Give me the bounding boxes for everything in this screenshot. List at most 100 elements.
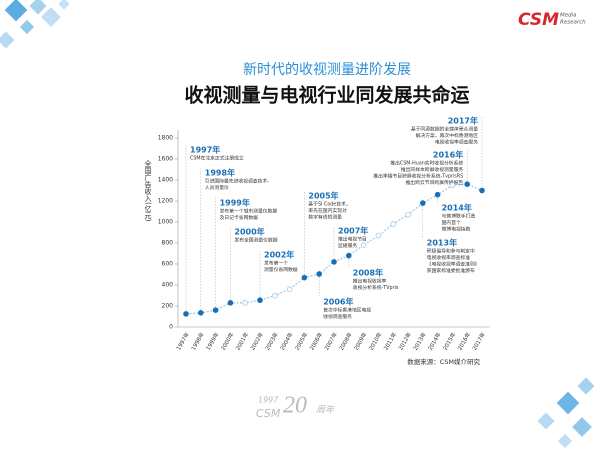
- x-tick-label: 2006年: [308, 330, 325, 351]
- x-tick-label: 2011年: [382, 330, 399, 351]
- data-point: [360, 242, 367, 248]
- annotation-text: 与微博联手打造: [442, 213, 476, 220]
- annotation-year: 2017年: [448, 116, 478, 126]
- footer-brand: CSM: [256, 407, 281, 420]
- x-tick-label: 2017年: [470, 330, 487, 351]
- title: 收视测量与电视行业同发展共命运: [184, 84, 469, 107]
- y-tick-label: 1000: [158, 219, 173, 226]
- annotation-text: 推出同样本跨屏收视测量服务: [401, 166, 464, 173]
- annotation-text: 推出季播节目跨屏收视分析系统-TvprisRS: [373, 173, 463, 180]
- annotation-text: 推出跨云节目跨屏传播报告: [406, 179, 464, 186]
- x-tick-label: 2009年: [352, 330, 369, 351]
- x-tick-label: 2010年: [367, 330, 384, 351]
- annotation-text: 积极倡导和参与制定中: [427, 248, 475, 255]
- x-tick-label: 1999年: [204, 330, 221, 351]
- annotation-year: 1999年: [220, 198, 250, 208]
- annotation-text: 数字有线的测量: [308, 214, 342, 221]
- y-tick-label: 1200: [158, 198, 173, 205]
- annotation-text: 人员测量仪: [205, 184, 229, 191]
- annotation-text: 电视收视率调查服务: [435, 139, 478, 146]
- data-point: [183, 311, 189, 317]
- x-tick-label: 2007年: [322, 330, 339, 351]
- x-tick-label: 2012年: [396, 330, 413, 351]
- source: 数据来源：CSM媒介研究: [407, 357, 480, 366]
- annotation-year: 2002年: [264, 250, 294, 260]
- decor-top-left: [0, 0, 70, 49]
- y-tick-label: 1400: [158, 177, 173, 184]
- data-point: [242, 300, 249, 306]
- annotation-text: 率先在国内实现对: [308, 207, 347, 214]
- annotation-text: CSM在北京正式注册成立: [190, 155, 244, 162]
- annotation-text: 收视调查服务: [323, 313, 352, 320]
- data-point: [257, 297, 263, 304]
- logo: CSM Media Research: [518, 10, 586, 30]
- y-tick-label: 1800: [158, 135, 173, 142]
- y-axis-label: 全国广告收入(亿元): [144, 159, 152, 222]
- x-tick-label: 2013年: [411, 330, 428, 351]
- subtitle: 新时代的收视测量进阶发展: [243, 62, 411, 78]
- x-tick-label: 2002年: [248, 330, 265, 351]
- y-tick-label: 600: [162, 261, 174, 268]
- annotation-text: 基于同源数据的全媒体受众测量: [411, 126, 478, 133]
- logo-sub: Media: [560, 13, 577, 19]
- annotation-text: 获国家标准委批准颁布: [427, 267, 475, 274]
- annotation-text: 及日记卡省网数据: [220, 214, 259, 221]
- annotation-year: 2007年: [338, 226, 368, 236]
- annotation-year: 2016年: [433, 150, 463, 160]
- annotation-year: 2005年: [308, 191, 338, 201]
- annotation-year: 2013年: [427, 238, 457, 248]
- data-point: [345, 252, 352, 259]
- x-tick-label: 2003年: [263, 330, 280, 351]
- annotation-text: 发布第一个: [264, 260, 288, 267]
- annotation-year: 2014年: [442, 203, 472, 213]
- y-tick-label: 400: [162, 282, 174, 289]
- x-tick-label: 2001年: [234, 330, 251, 351]
- y-tick-label: 0: [169, 324, 173, 331]
- x-tick-label: 2008年: [337, 330, 354, 351]
- data-point: [390, 221, 397, 227]
- annotation-text: 微博电视指数: [442, 226, 471, 233]
- decor-bottom-right: [537, 377, 595, 449]
- footer-suffix: 周年: [316, 405, 335, 416]
- data-point: [316, 271, 323, 277]
- data-point: [301, 274, 308, 281]
- annotation-text: 发布全国测量仪数据: [234, 237, 277, 244]
- x-tick-label: 2015年: [441, 330, 458, 351]
- logo-sub: Research: [560, 20, 586, 26]
- data-point: [227, 300, 234, 306]
- annotation-text: 推出电视节目: [338, 236, 367, 243]
- annotation-text: 推出CSM-Huan实时收视分析系统: [390, 160, 463, 167]
- x-tick-label: 1998年: [189, 330, 206, 351]
- annotation-text: 推出电视收视率: [353, 278, 387, 285]
- data-point: [198, 310, 204, 316]
- annotation-text: 解决方案，再次中标香港地区: [416, 132, 479, 139]
- x-tick-label: 1997年: [174, 330, 191, 351]
- data-point: [464, 181, 471, 188]
- annotation-text: 测量仪省网数据: [264, 266, 298, 273]
- x-tick-label: 2005年: [293, 330, 310, 351]
- y-tick-label: 1600: [158, 156, 173, 163]
- footer-year: 1997: [258, 396, 279, 405]
- x-tick-label: 2014年: [426, 330, 443, 351]
- data-point: [212, 307, 219, 314]
- footer-number: 20: [283, 393, 307, 419]
- annotation-year: 2000年: [234, 227, 264, 237]
- footer-watermark: 1997 CSM 20 周年: [256, 393, 335, 421]
- annotation-year: 1998年: [205, 168, 235, 178]
- y-tick-label: 800: [162, 240, 174, 247]
- data-point: [479, 187, 485, 194]
- data-point: [405, 211, 411, 218]
- data-point: [271, 292, 278, 299]
- data-point: [375, 232, 382, 239]
- annotation-text: 监播服务: [338, 242, 357, 249]
- logo-name: CSM: [518, 10, 559, 30]
- data-point: [286, 286, 293, 293]
- annotation-text: 国内首个: [442, 219, 461, 226]
- annotation-year: 1997年: [190, 145, 220, 155]
- annotation-text: 基于SI Code技术，: [308, 201, 350, 208]
- annotation-text: 收视分析系统-TVpris: [353, 284, 399, 291]
- x-tick-label: 2004年: [278, 330, 295, 351]
- annotation-text: 发布第一个城市测量仪数据: [220, 208, 278, 215]
- annotation-text: 首次中标香港地区电视: [323, 307, 371, 314]
